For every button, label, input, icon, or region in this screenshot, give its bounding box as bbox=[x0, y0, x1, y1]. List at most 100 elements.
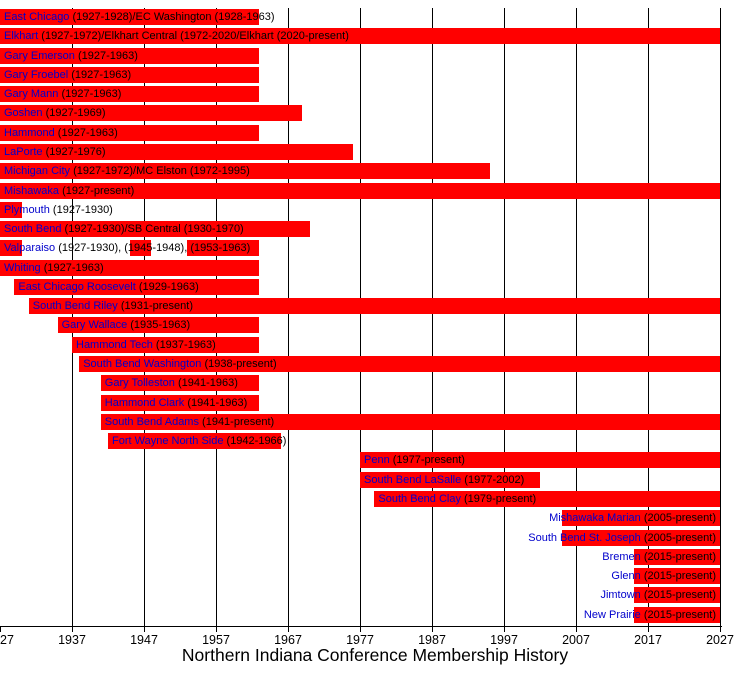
row-label: Whiting (1927-1963) bbox=[4, 260, 104, 276]
school-link[interactable]: Bremen bbox=[602, 550, 641, 563]
membership-years: (1927-1963) bbox=[74, 49, 138, 62]
school-link[interactable]: Plymouth bbox=[4, 203, 50, 216]
axis-tick-label: 2017 bbox=[634, 633, 662, 647]
membership-years: (1927-1976) bbox=[42, 145, 106, 158]
row-label: Valparaiso (1927-1930), (1945-1948), (19… bbox=[4, 240, 250, 256]
membership-years: (1937-1963) bbox=[152, 338, 216, 351]
row-label: South Bend (1927-1930)/SB Central (1930-… bbox=[4, 221, 244, 237]
school-link[interactable]: South Bend Riley bbox=[32, 300, 118, 313]
row-label: Hammond Clark (1941-1963) bbox=[105, 395, 247, 411]
school-link[interactable]: Goshen bbox=[4, 107, 43, 120]
timeline-bar bbox=[129, 240, 152, 257]
membership-years: (1927-1963) bbox=[58, 88, 122, 101]
gridline-1957 bbox=[216, 8, 217, 626]
row-label: Gary Emerson (1927-1963) bbox=[4, 48, 138, 64]
row-label: Glenn (2015-present) bbox=[611, 568, 716, 584]
school-link[interactable]: South Bend bbox=[4, 223, 62, 236]
gridline-1947 bbox=[144, 8, 145, 626]
axis-tick bbox=[144, 626, 145, 632]
school-link[interactable]: Michigan City bbox=[4, 165, 71, 178]
membership-years: (1927-1930), (1945-1948), (1953-1963) bbox=[55, 242, 251, 255]
school-link[interactable]: Penn bbox=[364, 454, 390, 467]
timeline-bar bbox=[0, 221, 310, 238]
gridline-1997 bbox=[504, 8, 505, 626]
timeline-bar bbox=[374, 491, 720, 507]
school-link[interactable]: Hammond bbox=[4, 126, 55, 139]
timeline-bar bbox=[100, 394, 260, 411]
school-link[interactable]: LaPorte bbox=[4, 145, 43, 158]
axis-tick bbox=[72, 626, 73, 632]
school-link[interactable]: Jimtown bbox=[600, 589, 641, 602]
membership-years: (1927-1928)/EC Washington (1928-1963) bbox=[69, 11, 275, 23]
row-label: Penn (1977-present) bbox=[364, 452, 465, 468]
school-link[interactable]: Gary Mann bbox=[4, 88, 59, 101]
school-link[interactable]: Gary Emerson bbox=[4, 49, 75, 62]
school-link[interactable]: South Bend St. Joseph bbox=[528, 531, 641, 544]
row-label: Plymouth (1927-1930) bbox=[4, 202, 113, 218]
school-link[interactable]: South Bend LaSalle bbox=[364, 473, 462, 486]
membership-years: (1927-1972)/MC Elston (1972-1995) bbox=[70, 165, 250, 178]
school-link[interactable]: Hammond Tech bbox=[76, 338, 153, 351]
school-link[interactable]: Whiting bbox=[4, 261, 41, 274]
school-link[interactable]: South Bend Washington bbox=[83, 358, 202, 371]
school-link[interactable]: South Bend Adams bbox=[104, 415, 199, 428]
membership-years: (2005-present) bbox=[640, 531, 716, 544]
membership-years: (1927-1963) bbox=[40, 261, 104, 274]
timeline-bar bbox=[0, 47, 260, 64]
school-link[interactable]: Gary Wallace bbox=[61, 319, 128, 332]
membership-years: (1938-present) bbox=[201, 358, 277, 371]
axis-tick-label: 1987 bbox=[418, 633, 446, 647]
gridline-2007 bbox=[576, 8, 577, 626]
school-link[interactable]: East Chicago bbox=[4, 11, 70, 23]
timeline-bar bbox=[0, 124, 260, 141]
school-link[interactable]: Glenn bbox=[611, 570, 641, 583]
gridline-1977 bbox=[360, 8, 361, 626]
school-link[interactable]: Mishawaka bbox=[4, 184, 60, 197]
timeline-bar bbox=[360, 452, 720, 469]
axis-tick-label: 2027 bbox=[706, 633, 734, 647]
membership-years: (1977-present) bbox=[389, 454, 465, 467]
row-label: Elkhart (1927-1972)/Elkhart Central (197… bbox=[4, 28, 349, 44]
row-label: Gary Mann (1927-1963) bbox=[4, 86, 121, 102]
row-label: Goshen (1927-1969) bbox=[4, 105, 106, 121]
school-link[interactable]: Mishawaka Marian bbox=[549, 512, 641, 525]
row-label: LaPorte (1927-1976) bbox=[4, 144, 106, 160]
membership-years: (1941-1963) bbox=[184, 396, 248, 409]
school-link[interactable]: Valparaiso bbox=[4, 242, 56, 255]
timeline-bar bbox=[0, 201, 22, 218]
axis-tick bbox=[360, 626, 361, 632]
timeline-bar bbox=[0, 105, 303, 122]
membership-years: (2015-present) bbox=[640, 608, 716, 621]
membership-years: (1941-present) bbox=[198, 415, 275, 428]
timeline-bar bbox=[187, 240, 260, 257]
school-link[interactable]: Elkhart bbox=[4, 30, 39, 43]
row-label: Fort Wayne North Side (1942-1966) bbox=[112, 433, 286, 449]
row-label: New Prairie (2015-present) bbox=[584, 607, 716, 623]
school-link[interactable]: Gary Froebel bbox=[4, 68, 69, 81]
school-link[interactable]: Hammond Clark bbox=[104, 396, 185, 409]
timeline-bar bbox=[79, 356, 720, 373]
row-label: East Chicago Roosevelt (1929-1963) bbox=[18, 279, 198, 295]
row-label: South Bend Washington (1938-present) bbox=[83, 356, 276, 372]
timeline-bar bbox=[0, 240, 22, 257]
membership-years: (1979-present) bbox=[460, 493, 537, 505]
timeline-bar bbox=[0, 9, 260, 25]
school-link[interactable]: Fort Wayne North Side bbox=[112, 435, 224, 448]
membership-years: (1927-1969) bbox=[42, 107, 106, 120]
row-label: Jimtown (2015-present) bbox=[600, 587, 716, 603]
gridline-1967 bbox=[288, 8, 289, 626]
membership-years: (1942-1966) bbox=[223, 435, 287, 448]
axis-tick bbox=[504, 626, 505, 632]
membership-years: (2015-present) bbox=[640, 589, 716, 602]
timeline-bar bbox=[633, 548, 720, 565]
school-link[interactable]: South Bend Clay bbox=[378, 493, 461, 505]
axis-tick-label: 1937 bbox=[58, 633, 86, 647]
school-link[interactable]: Gary Tolleston bbox=[104, 377, 175, 390]
timeline-bar bbox=[28, 298, 720, 315]
axis-tick bbox=[216, 626, 217, 632]
axis-tick-label: 1927 bbox=[0, 633, 14, 647]
row-label: South Bend LaSalle (1977-2002) bbox=[364, 472, 524, 488]
school-link[interactable]: East Chicago Roosevelt bbox=[18, 280, 136, 293]
membership-years: (2005-present) bbox=[640, 512, 716, 525]
school-link[interactable]: New Prairie bbox=[583, 608, 641, 621]
